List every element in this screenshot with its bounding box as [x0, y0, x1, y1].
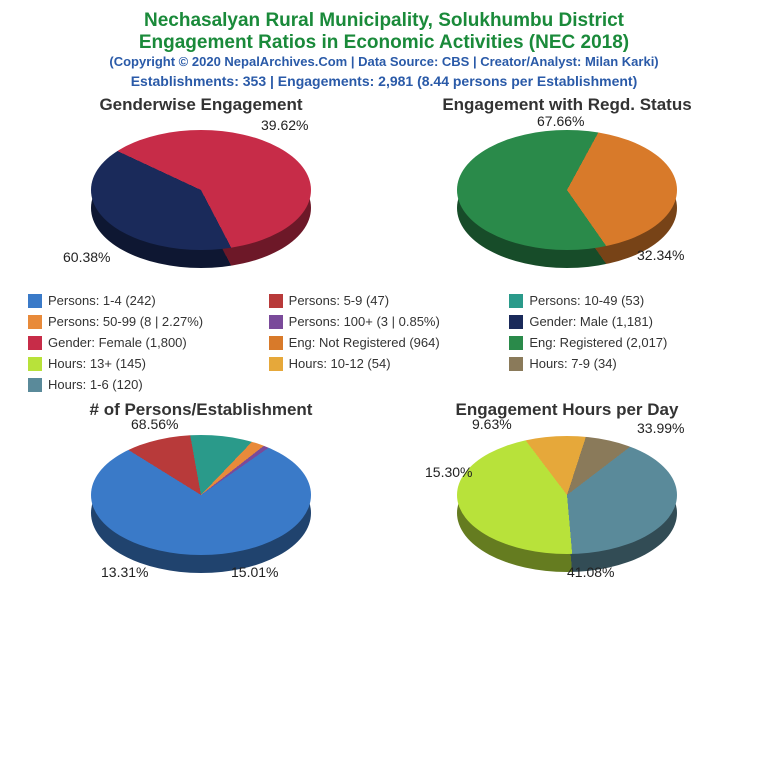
legend-label: Gender: Female (1,800)	[48, 335, 187, 350]
pie-gender: 60.38%39.62%	[71, 119, 331, 279]
chart-regd: Engagement with Regd. Status 67.66%32.34…	[392, 95, 742, 279]
legend-swatch	[269, 357, 283, 371]
legend-item: Hours: 13+ (145)	[28, 356, 259, 371]
pie-slice-label: 32.34%	[637, 247, 684, 263]
charts-row-top: Genderwise Engagement 60.38%39.62% Engag…	[18, 95, 750, 279]
pie-slice-label: 15.01%	[231, 564, 278, 580]
legend-label: Eng: Not Registered (964)	[289, 335, 440, 350]
pie-slice-label: 15.30%	[425, 464, 472, 480]
legend-swatch	[28, 315, 42, 329]
legend-label: Gender: Male (1,181)	[529, 314, 653, 329]
pie-slice-label: 33.99%	[637, 420, 684, 436]
chart-gender: Genderwise Engagement 60.38%39.62%	[26, 95, 376, 279]
legend-swatch	[269, 315, 283, 329]
legend-swatch	[28, 378, 42, 392]
legend-label: Persons: 50-99 (8 | 2.27%)	[48, 314, 203, 329]
legend-item: Hours: 10-12 (54)	[269, 356, 500, 371]
subtitle: (Copyright © 2020 NepalArchives.Com | Da…	[18, 54, 750, 69]
legend-item: Persons: 10-49 (53)	[509, 293, 740, 308]
legend-item: Eng: Registered (2,017)	[509, 335, 740, 350]
legend-swatch	[509, 315, 523, 329]
legend-swatch	[509, 357, 523, 371]
legend-label: Eng: Registered (2,017)	[529, 335, 667, 350]
legend-swatch	[509, 336, 523, 350]
legend-item: Hours: 7-9 (34)	[509, 356, 740, 371]
charts-row-bottom: # of Persons/Establishment 68.56% 13.31% 1…	[18, 400, 750, 584]
legend-label: Persons: 10-49 (53)	[529, 293, 644, 308]
legend-item: Persons: 50-99 (8 | 2.27%)	[28, 314, 259, 329]
legend-swatch	[509, 294, 523, 308]
pie-slice-label: 13.31%	[101, 564, 148, 580]
pie-slice-label: 68.56%	[131, 416, 178, 432]
title-line-2: Engagement Ratios in Economic Activities…	[18, 32, 750, 54]
pie-slice-label: 39.62%	[261, 117, 308, 133]
legend-item: Gender: Male (1,181)	[509, 314, 740, 329]
legend-label: Persons: 100+ (3 | 0.85%)	[289, 314, 440, 329]
legend-item: Hours: 1-6 (120)	[28, 377, 259, 392]
legend-label: Hours: 13+ (145)	[48, 356, 146, 371]
legend-label: Hours: 10-12 (54)	[289, 356, 391, 371]
pie-regd: 67.66%32.34%	[437, 119, 697, 279]
chart-hours-title: Engagement Hours per Day	[392, 400, 742, 420]
pie-slice-label: 67.66%	[537, 113, 584, 129]
legend-label: Persons: 1-4 (242)	[48, 293, 156, 308]
chart-regd-title: Engagement with Regd. Status	[392, 95, 742, 115]
legend-item: Persons: 5-9 (47)	[269, 293, 500, 308]
legend-label: Persons: 5-9 (47)	[289, 293, 389, 308]
chart-persons: # of Persons/Establishment 68.56% 13.31% 1…	[26, 400, 376, 584]
header: Nechasalyan Rural Municipality, Solukhum…	[18, 10, 750, 89]
legend-item: Persons: 100+ (3 | 0.85%)	[269, 314, 500, 329]
pie-slice-label: 60.38%	[63, 249, 110, 265]
stats-line: Establishments: 353 | Engagements: 2,981…	[18, 73, 750, 89]
legend-item: Gender: Female (1,800)	[28, 335, 259, 350]
legend-item: Eng: Not Registered (964)	[269, 335, 500, 350]
legend-item: Persons: 1-4 (242)	[28, 293, 259, 308]
legend-label: Hours: 1-6 (120)	[48, 377, 143, 392]
legend-label: Hours: 7-9 (34)	[529, 356, 616, 371]
legend-swatch	[28, 357, 42, 371]
pie-hours: 41.08%15.30%9.63%33.99%	[437, 424, 697, 584]
legend-swatch	[28, 336, 42, 350]
pie-persons: 68.56%13.31%15.01%	[71, 424, 331, 584]
legend-swatch	[269, 294, 283, 308]
chart-hours: Engagement Hours per Day 41.08%15.30%9.6…	[392, 400, 742, 584]
legend-swatch	[269, 336, 283, 350]
chart-persons-title: # of Persons/Establishment	[26, 400, 376, 420]
chart-gender-title: Genderwise Engagement	[26, 95, 376, 115]
legend: Persons: 1-4 (242) Persons: 5-9 (47) Perso…	[28, 293, 740, 392]
pie-slice-label: 41.08%	[567, 564, 614, 580]
legend-swatch	[28, 294, 42, 308]
pie-slice-label: 9.63%	[472, 416, 512, 432]
title-line-1: Nechasalyan Rural Municipality, Solukhum…	[18, 10, 750, 32]
